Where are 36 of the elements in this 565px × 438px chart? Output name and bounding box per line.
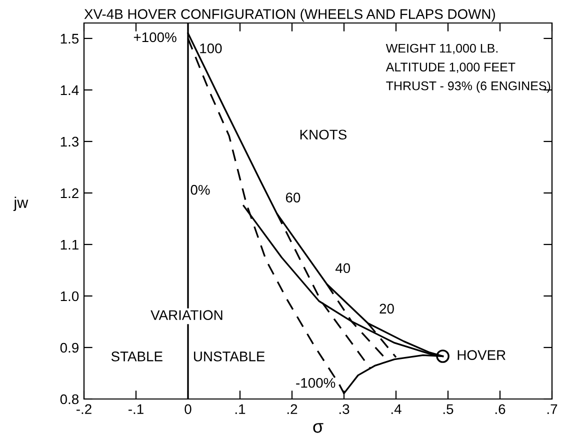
annotation: +100% xyxy=(134,32,176,42)
x-tick-label: .1 xyxy=(235,404,246,414)
annotation: WEIGHT 11,000 LB. xyxy=(386,44,498,54)
y-tick-label: 1.3 xyxy=(60,136,79,147)
annotation: ALTITUDE 1,000 FEET xyxy=(386,62,516,73)
annotation: HOVER xyxy=(458,350,506,360)
x-tick-label: .5 xyxy=(443,404,454,414)
y-tick-label: 0.9 xyxy=(60,342,78,353)
annotation: -100% xyxy=(296,378,336,388)
x-tick-label: .3 xyxy=(339,404,350,414)
annotation: STABLE xyxy=(111,352,162,362)
y-tick-label: 1.1 xyxy=(60,240,78,250)
x-tick-label: .4 xyxy=(391,404,402,414)
x-tick-label: 0 xyxy=(184,404,192,414)
annotation: 20 xyxy=(380,304,394,314)
y-tick-label: 1.0 xyxy=(60,291,79,302)
x-tick-label: .7 xyxy=(547,404,558,414)
x-tick-label: .6 xyxy=(495,404,506,414)
x-tick-label: .2 xyxy=(287,404,298,414)
annotation: UNSTABLE xyxy=(194,352,265,362)
annotation: 0% xyxy=(190,184,210,195)
annotation: THRUST - 93% (6 ENGINES) xyxy=(386,81,550,93)
annotation: KNOTS xyxy=(300,130,346,140)
annotation: 100 xyxy=(200,43,222,54)
x-axis-title: σ xyxy=(313,423,324,433)
y-tick-label: 1.2 xyxy=(60,188,78,198)
chart-title: XV-4B HOVER CONFIGURATION (WHEELS AND FLAPS DOWN) xyxy=(84,8,495,22)
y-tick-label: 0.8 xyxy=(60,394,79,404)
annotation: VARIATION xyxy=(150,310,222,320)
x-tick-label: -.1 xyxy=(128,404,144,414)
annotation: 60 xyxy=(286,192,300,202)
annotation: 40 xyxy=(335,263,350,274)
y-axis-title: jw xyxy=(13,196,28,211)
x-tick-label: -.2 xyxy=(76,404,92,414)
y-tick-label: 1.4 xyxy=(60,85,79,95)
y-tick-label: 1.5 xyxy=(60,34,79,44)
